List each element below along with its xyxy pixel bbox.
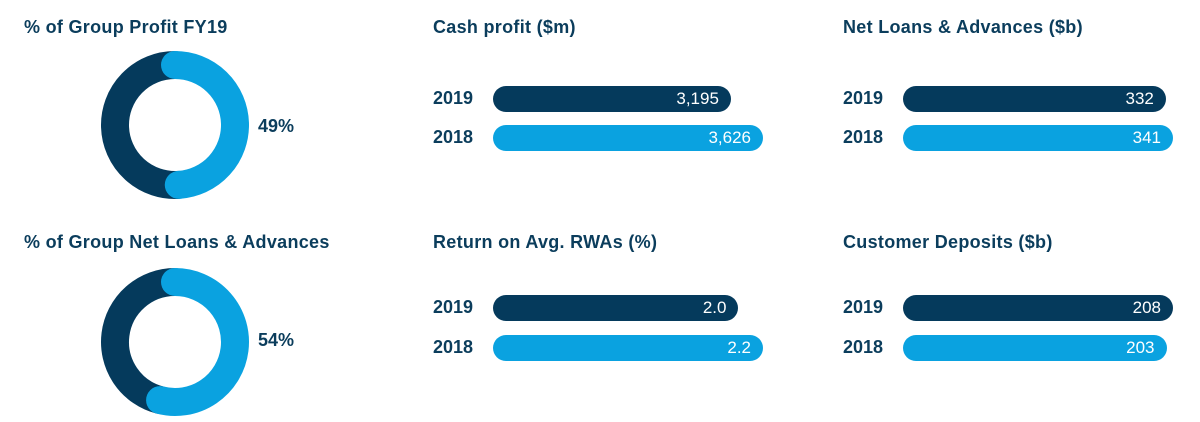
cash-profit-value-2018: 3,626 <box>708 128 751 147</box>
cash-profit-row-2019: 2019 3,195 <box>433 86 763 112</box>
donut-slice-cap <box>161 268 189 296</box>
cash-profit-value-2019: 3,195 <box>676 89 719 108</box>
deposits-row-2019: 2019 208 <box>843 295 1173 321</box>
deposits-value-2018: 203 <box>1126 338 1155 357</box>
donut-loans-percent: 54% <box>258 330 295 350</box>
net-loans-row-2019: 2019 332 <box>843 86 1173 112</box>
net-loans-bar-2019: 332 <box>903 86 1166 112</box>
net-loans-title: Net Loans & Advances ($b) <box>843 17 1083 37</box>
donut-loans-chart <box>101 268 249 416</box>
deposits-row-2018: 2018 203 <box>843 335 1173 361</box>
rwa-title: Return on Avg. RWAs (%) <box>433 232 658 252</box>
donut-slice-highlight <box>174 51 249 199</box>
donut-slice-cap <box>161 51 189 79</box>
cash-profit-row-2018: 2018 3,626 <box>433 125 763 151</box>
cash-profit-bar-2018: 3,626 <box>493 125 763 151</box>
donut-slice-rest <box>101 268 176 414</box>
rwa-value-2019: 2.0 <box>702 298 727 317</box>
net-loans-value-2018: 341 <box>1132 128 1161 147</box>
deposits-value-2019: 208 <box>1132 298 1161 317</box>
deposits-year-2018: 2018 <box>843 337 884 357</box>
net-loans-bar-2018: 341 <box>903 125 1173 151</box>
donut-profit-title: % of Group Profit FY19 <box>24 17 228 37</box>
net-loans-year-2019: 2019 <box>843 88 884 108</box>
net-loans-row-2018: 2018 341 <box>843 125 1173 151</box>
deposits-title: Customer Deposits ($b) <box>843 232 1053 252</box>
rwa-value-2018: 2.2 <box>727 338 751 357</box>
rwa-row-2018: 2018 2.2 <box>433 335 763 361</box>
rwa-bar-2018: 2.2 <box>493 335 763 361</box>
deposits-bar-2018: 203 <box>903 335 1167 361</box>
donut-profit-chart <box>101 51 249 199</box>
donut-loans-title: % of Group Net Loans & Advances <box>24 232 330 252</box>
donut-slice-rest <box>101 51 180 199</box>
cash-profit-title: Cash profit ($m) <box>433 17 576 37</box>
donut-slice-cap <box>164 170 193 199</box>
rwa-row-2019: 2019 2.0 <box>433 295 763 321</box>
net-loans-year-2018: 2018 <box>843 127 884 147</box>
donut-profit-percent: 49% <box>258 116 295 136</box>
cash-profit-year-2018: 2018 <box>433 127 474 147</box>
rwa-bar-2019: 2.0 <box>493 295 739 321</box>
net-loans-value-2019: 332 <box>1125 89 1154 108</box>
donut-slice-highlight <box>156 268 249 416</box>
rwa-year-2018: 2018 <box>433 337 474 357</box>
rwa-year-2019: 2019 <box>433 297 474 317</box>
cash-profit-year-2019: 2019 <box>433 88 474 108</box>
cash-profit-bar-2019: 3,195 <box>493 86 731 112</box>
deposits-bar-2019: 208 <box>903 295 1173 321</box>
deposits-year-2019: 2019 <box>843 297 884 317</box>
donut-slice-cap <box>146 386 175 415</box>
